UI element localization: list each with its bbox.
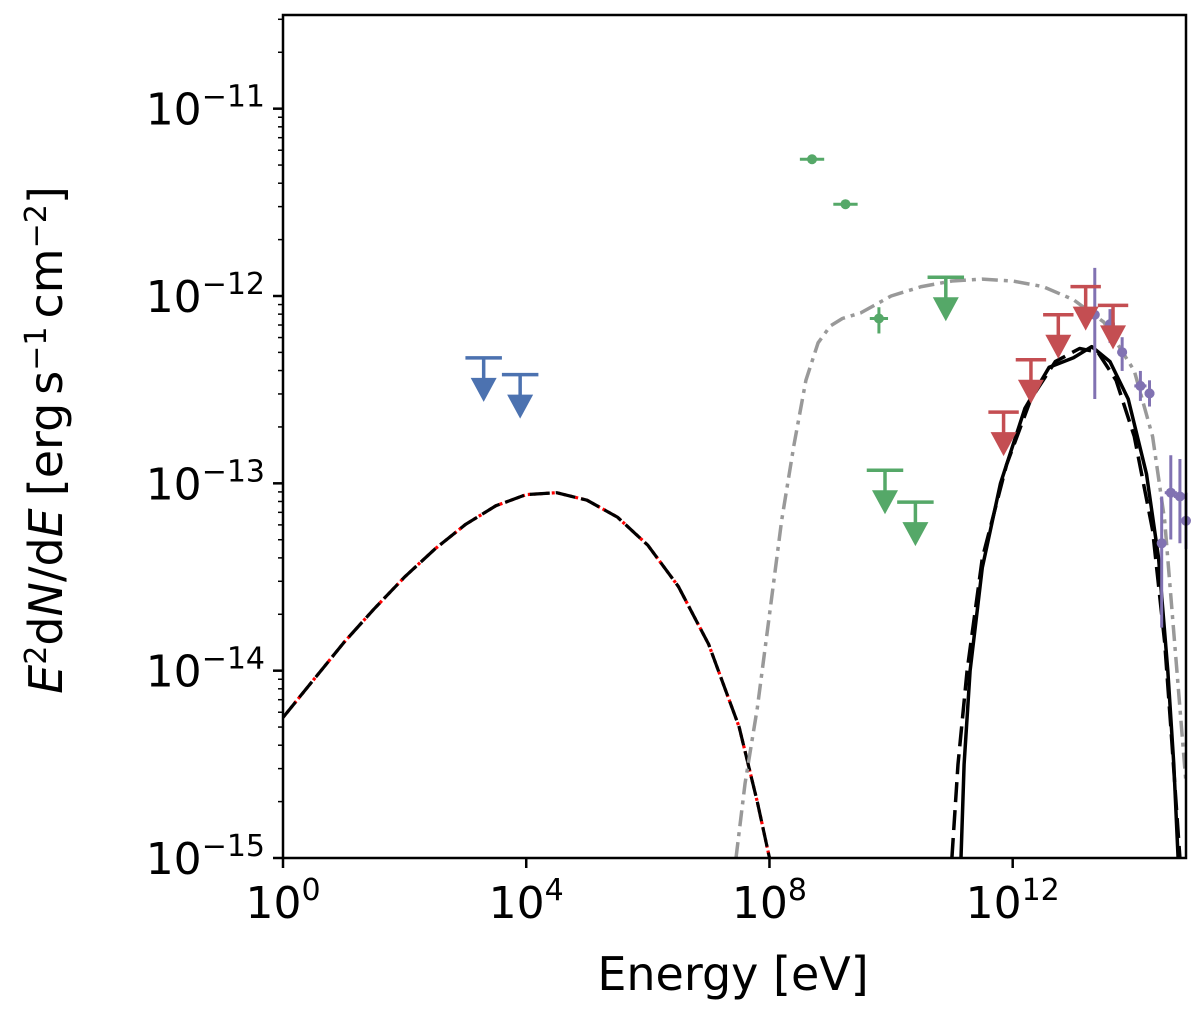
y-tick-exp: −11 bbox=[202, 80, 265, 115]
x-axis-title: Energy [eV] bbox=[597, 947, 868, 1001]
hess-ul-arrow bbox=[1100, 325, 1127, 350]
y-tick-exp: −15 bbox=[202, 829, 265, 864]
pion-decay-solid bbox=[959, 344, 1180, 858]
xray-ul bbox=[465, 356, 502, 402]
y-label-sup: 2 bbox=[19, 646, 54, 665]
lhaaso-point-marker bbox=[1144, 388, 1155, 399]
hess-ul-arrow bbox=[1017, 379, 1044, 404]
y-tick-base: 10 bbox=[146, 834, 202, 885]
plot-frame bbox=[281, 13, 1188, 860]
y-tick-label: 10−14 bbox=[146, 642, 265, 698]
y-label-slash: /d bbox=[19, 537, 73, 582]
data-points bbox=[465, 154, 1191, 628]
y-tick-label: 10−15 bbox=[146, 829, 265, 885]
x-tick-exp: 4 bbox=[545, 873, 564, 908]
hess-ul-arrow bbox=[1045, 334, 1072, 359]
y-label-s-exp: −1 bbox=[19, 326, 54, 370]
hess-ul bbox=[1097, 303, 1129, 350]
synchrotron-black-dashed bbox=[283, 491, 772, 858]
xray-ul bbox=[501, 372, 539, 419]
y-tick-label: 10−11 bbox=[146, 80, 265, 136]
xray-ul-arrow bbox=[507, 394, 534, 419]
hess-ul bbox=[1015, 357, 1047, 404]
fermi-point bbox=[833, 199, 858, 210]
x-tick-label: 1012 bbox=[966, 873, 1060, 929]
fermi-ul-arrow bbox=[932, 297, 959, 322]
y-label-n: N bbox=[19, 582, 73, 616]
y-tick-exp: −13 bbox=[202, 454, 265, 489]
xray-ul-arrow bbox=[470, 377, 497, 402]
y-label-cm: cm bbox=[19, 248, 73, 318]
fermi-ul bbox=[866, 468, 904, 515]
model-curves bbox=[283, 277, 1186, 858]
fermi-ul bbox=[897, 500, 934, 547]
x-tick-exp: 0 bbox=[301, 873, 320, 908]
x-tick-exp: 8 bbox=[788, 873, 807, 908]
fermi-point-marker bbox=[873, 313, 884, 324]
y-label-d: d bbox=[19, 616, 73, 645]
synchrotron-red bbox=[283, 491, 772, 858]
y-tick-base: 10 bbox=[146, 85, 202, 136]
fermi-ul-arrow bbox=[902, 522, 929, 547]
x-tick-base: 10 bbox=[489, 878, 545, 929]
x-tick-base: 10 bbox=[966, 878, 1022, 929]
hess-ul-arrow bbox=[1072, 306, 1099, 331]
x-tick-base: 10 bbox=[732, 878, 788, 929]
inverse-compton-gray bbox=[734, 277, 1186, 858]
y-tick-exp: −14 bbox=[202, 642, 265, 677]
hess-ul-arrow bbox=[990, 432, 1017, 457]
x-tick-label: 108 bbox=[732, 873, 807, 929]
hess-ul bbox=[988, 410, 1019, 457]
lhaaso-point-marker bbox=[1174, 491, 1185, 502]
lhaaso-point bbox=[1156, 496, 1167, 628]
hess-ul bbox=[1070, 284, 1101, 331]
lhaaso-point-marker bbox=[1135, 380, 1146, 391]
hess-ul bbox=[1043, 312, 1074, 359]
y-tick-base: 10 bbox=[146, 272, 202, 323]
x-tick-base: 10 bbox=[245, 878, 301, 929]
lhaaso-point bbox=[1117, 337, 1128, 371]
lhaaso-point bbox=[1144, 380, 1155, 407]
fermi-ul bbox=[927, 275, 965, 322]
y-label-units: [erg bbox=[19, 403, 73, 497]
fermi-point bbox=[799, 154, 825, 165]
y-tick-base: 10 bbox=[146, 459, 202, 510]
y-label-close: ] bbox=[19, 186, 73, 204]
fermi-point-marker bbox=[840, 199, 851, 210]
y-tick-label: 10−12 bbox=[146, 267, 265, 323]
lhaaso-point bbox=[1164, 455, 1177, 540]
fermi-ul-arrow bbox=[872, 490, 898, 515]
lhaaso-point-marker bbox=[1117, 347, 1128, 358]
lhaaso-point bbox=[1173, 458, 1186, 544]
x-tick-label: 100 bbox=[245, 873, 320, 929]
fermi-point bbox=[869, 307, 889, 334]
lhaaso-point-marker bbox=[1165, 487, 1176, 498]
x-tick-exp: 12 bbox=[1022, 873, 1060, 908]
lhaaso-point-marker bbox=[1156, 538, 1167, 549]
y-label-cm-exp: −2 bbox=[19, 204, 54, 248]
y-axis-title: E2dN/dE[ergs−1cm−2] bbox=[19, 186, 73, 694]
x-tick-label: 104 bbox=[489, 873, 564, 929]
y-tick-label: 10−13 bbox=[146, 454, 265, 510]
y-label-s: s bbox=[19, 371, 73, 395]
y-label-e: E bbox=[19, 665, 73, 694]
pion-decay-dashed bbox=[950, 346, 1182, 858]
y-tick-exp: −12 bbox=[202, 267, 265, 302]
y-tick-base: 10 bbox=[146, 647, 202, 698]
lhaaso-point bbox=[1134, 370, 1147, 401]
fermi-point-marker bbox=[807, 154, 818, 165]
y-label-e2: E bbox=[19, 508, 73, 537]
